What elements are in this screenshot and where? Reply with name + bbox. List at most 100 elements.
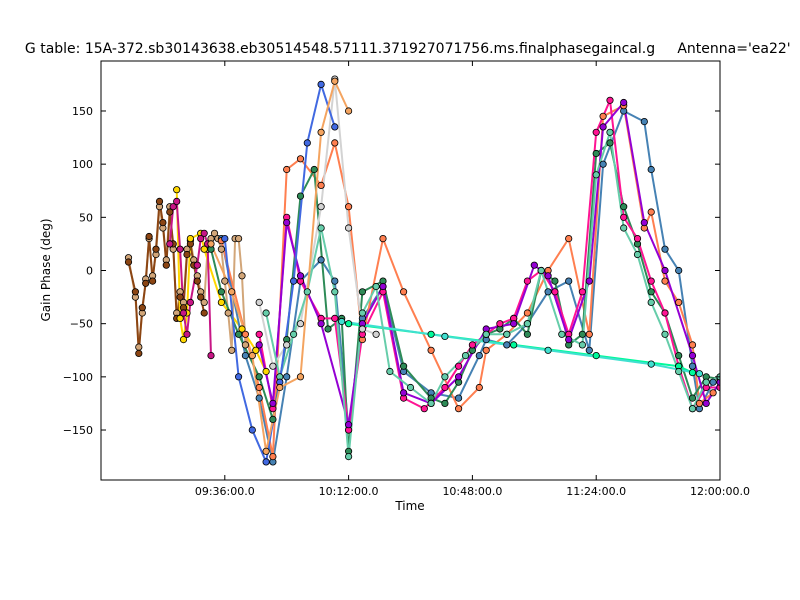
data-point: [135, 343, 143, 351]
data-point: [331, 77, 339, 85]
data-point: [255, 298, 263, 306]
data-point: [585, 346, 593, 354]
data-point: [702, 399, 710, 407]
data-point: [228, 346, 236, 354]
data-point: [124, 258, 133, 266]
data-point: [207, 351, 215, 360]
data-point: [186, 235, 194, 243]
data-point: [183, 250, 191, 259]
data-point: [155, 197, 164, 205]
data-point: [702, 378, 710, 386]
data-point: [565, 335, 573, 344]
data-point: [276, 383, 284, 392]
data-point: [152, 245, 160, 253]
data-point: [344, 452, 353, 461]
data-point: [475, 383, 483, 392]
data-point: [207, 240, 215, 248]
data-point: [344, 421, 353, 429]
data-point: [241, 341, 249, 349]
data-point: [145, 232, 153, 241]
data-point: [228, 288, 236, 296]
data-point: [162, 261, 170, 269]
data-point: [296, 155, 305, 163]
data-point: [283, 219, 291, 227]
data-point: [578, 330, 587, 338]
data-point: [640, 118, 648, 126]
data-point: [688, 362, 697, 370]
data-point: [647, 298, 655, 306]
data-point: [475, 351, 483, 360]
data-point: [248, 426, 256, 434]
data-point: [688, 405, 697, 413]
data-point: [358, 309, 366, 317]
x-tick-label: 11:24:00.0: [566, 485, 626, 498]
series-line: [127, 201, 206, 354]
data-point: [372, 282, 380, 291]
data-point: [558, 330, 566, 338]
data-point: [482, 346, 490, 354]
data-point: [675, 266, 683, 275]
data-point: [633, 250, 642, 259]
y-axis: −150 −100 −50 0 50 100 150: [63, 105, 720, 437]
data-point: [210, 229, 219, 237]
data-point: [269, 399, 277, 407]
data-point: [235, 330, 243, 338]
data-point: [688, 394, 697, 402]
data-point: [427, 346, 435, 354]
data-point: [317, 80, 325, 89]
data-point: [420, 405, 428, 413]
data-point: [578, 288, 587, 296]
data-point: [131, 288, 139, 296]
data-point: [386, 367, 394, 376]
x-tick-label: 12:00:00.0: [690, 485, 750, 498]
data-point: [317, 256, 325, 264]
data-point: [647, 360, 655, 368]
x-tick-label: 09:36:00.0: [195, 485, 255, 498]
data-point: [661, 245, 669, 253]
data-point: [661, 309, 669, 317]
data-point: [592, 149, 600, 158]
data-point: [620, 203, 628, 211]
data-point: [269, 362, 277, 370]
data-point: [695, 399, 704, 407]
data-point: [238, 272, 246, 280]
data-point: [461, 351, 470, 360]
data-point: [296, 320, 305, 328]
y-tick-label: −150: [63, 424, 93, 437]
data-point: [647, 208, 655, 216]
data-point: [317, 128, 325, 136]
data-point: [176, 245, 184, 253]
data-point: [303, 288, 311, 296]
data-point: [197, 293, 205, 301]
data-point: [235, 373, 243, 381]
data-point: [159, 219, 167, 227]
data-point: [688, 341, 697, 349]
data-point: [331, 277, 339, 285]
data-point: [358, 288, 366, 296]
data-point: [186, 298, 194, 306]
data-point: [578, 341, 587, 349]
data-point: [241, 351, 249, 360]
data-point: [454, 405, 463, 413]
data-point: [331, 288, 339, 296]
series-line: [220, 109, 714, 463]
data-point: [200, 229, 208, 237]
data-point: [283, 341, 291, 349]
data-point: [675, 298, 683, 306]
data-point: [675, 367, 683, 376]
data-point: [317, 320, 325, 328]
data-point: [565, 277, 573, 285]
data-point: [523, 277, 532, 285]
data-point: [399, 288, 408, 296]
data-point: [169, 203, 177, 211]
data-point: [252, 346, 260, 354]
data-point: [427, 330, 435, 338]
data-point: [344, 320, 353, 328]
data-point: [173, 197, 181, 205]
data-point: [468, 341, 476, 349]
data-point: [344, 224, 353, 232]
data-point: [317, 181, 325, 189]
data-point: [283, 373, 291, 381]
data-point: [262, 447, 270, 455]
